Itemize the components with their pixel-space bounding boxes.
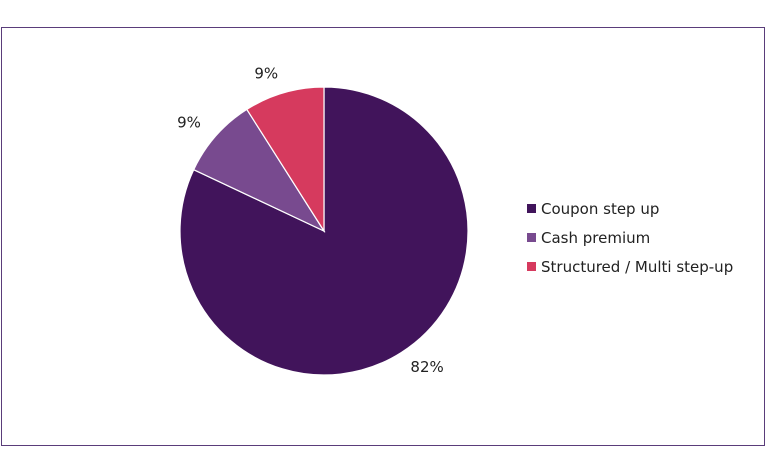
data-label-coupon-step-up: 82% [410,358,443,376]
legend-swatch-structured-multi-step-up [527,262,536,271]
legend-label-structured-multi-step-up: Structured / Multi step-up [541,258,733,276]
pie-labels: 82% 9% 9% [177,64,444,376]
legend-label-coupon-step-up: Coupon step up [541,200,659,218]
data-label-cash-premium: 9% [177,113,201,131]
pie-slice-cash-premium [192,108,326,233]
legend-swatch-coupon-step-up [527,204,536,213]
pie-slices [179,86,469,376]
legend-swatch-cash-premium [527,233,536,242]
legend-label-cash-premium: Cash premium [541,229,650,247]
legend: Coupon step up Cash premium Structured / M… [527,200,733,276]
pie-slice-structured-multi-step-up [246,86,325,234]
data-label-structured-multi-step-up: 9% [254,64,278,82]
